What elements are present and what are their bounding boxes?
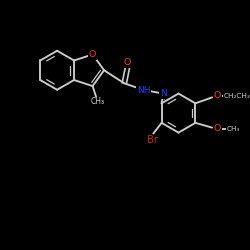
Text: NH: NH [137,86,150,94]
Text: O: O [124,58,131,67]
Text: O: O [214,92,221,100]
Text: CH₂CH₃: CH₂CH₃ [224,94,250,100]
Text: Br: Br [146,135,158,145]
Text: CH₃: CH₃ [91,98,105,106]
Text: CH₃: CH₃ [226,126,240,132]
Text: N: N [160,89,167,98]
Text: O: O [214,124,221,133]
Text: O: O [89,50,96,59]
